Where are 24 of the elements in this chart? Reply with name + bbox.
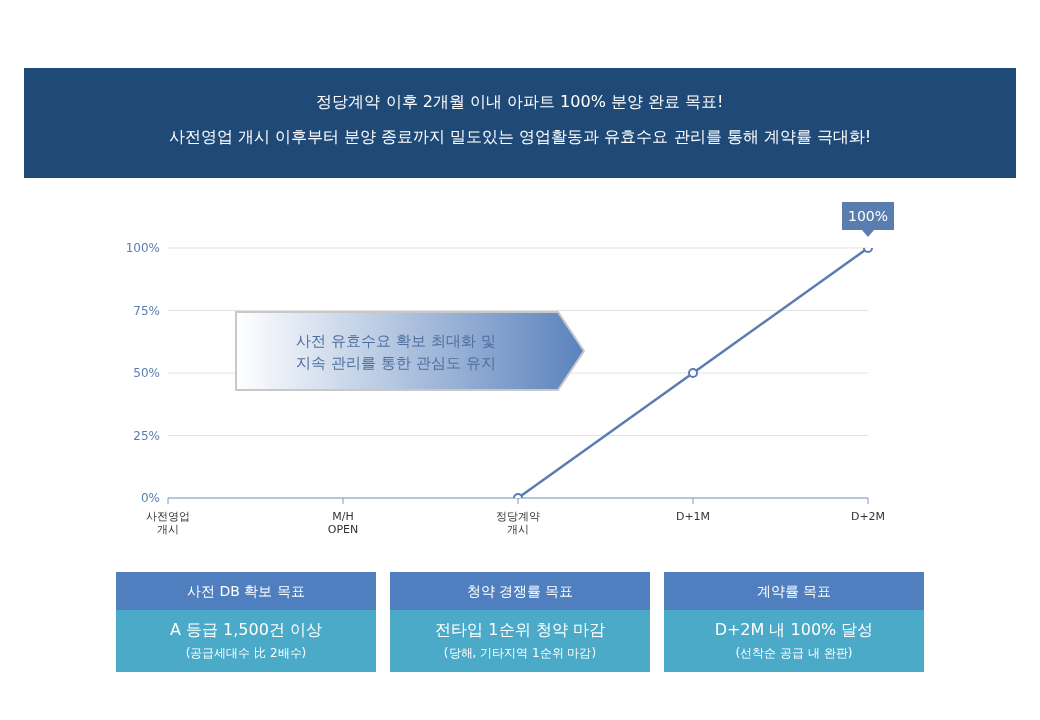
y-tick-label: 100% [125, 241, 160, 256]
y-tick-label: 50% [133, 366, 160, 381]
x-tick-label: D+1M [675, 510, 711, 523]
text: 계약률 목표 [664, 572, 924, 610]
text: A 등급 1,500건 이상 [169, 620, 323, 641]
y-tick-label: 25% [133, 428, 160, 443]
text: 전타입 1순위 청약 마감 [434, 620, 606, 641]
x-tick-label: D+2M [850, 510, 886, 523]
chart-subtitle: 사전영업 개시 이후부터 분양 종료까지 밀도있는 영업활동과 유효수요 관리를 통해 계약률 극대화! [167, 127, 873, 148]
text: D+2M 내 100% 달성 [713, 620, 875, 641]
x-tick-label: M/H OPEN [327, 510, 359, 536]
text: (공급세대수 比 2배수) [184, 645, 308, 662]
point [688, 368, 698, 378]
data-label: 100% [847, 208, 889, 224]
text: (선착순 공급 내 완판) [734, 645, 854, 662]
text: 청약 경쟁률 목표 [390, 572, 650, 610]
text: (당해, 기타지역 1순위 마감) [442, 645, 598, 662]
x-tick-label: 정당계약 개시 [496, 510, 540, 536]
text: 사전 DB 확보 목표 [116, 572, 376, 610]
chart-title: 정당계약 이후 2개월 이내 아파트 100% 분양 완료 목표! [315, 92, 725, 113]
y-tick-label: 0% [140, 491, 160, 506]
x-tick-label: 사전영업 개시 [146, 510, 190, 536]
y-tick-label: 75% [133, 303, 160, 318]
annotation: 사전 유효수요 확보 최대화 및 지속 관리를 통한 관심도 유지 [295, 331, 497, 374]
